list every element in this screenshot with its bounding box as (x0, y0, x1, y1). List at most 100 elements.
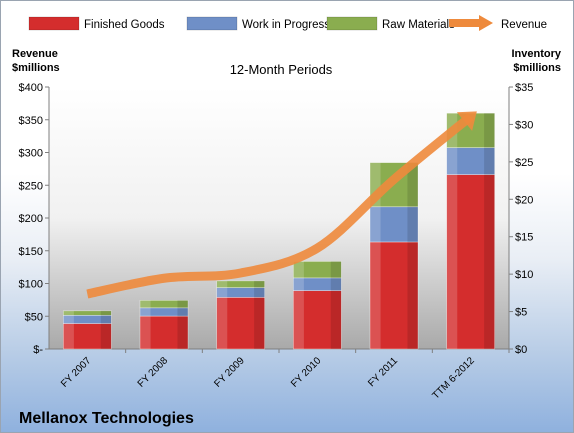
bar-segment-raw-materials (293, 261, 342, 279)
bar-shade (330, 290, 342, 349)
bar-highlight (446, 174, 458, 349)
left-tick-label: $50 (25, 311, 43, 323)
bar-shade (330, 277, 342, 291)
right-tick-label: $0 (515, 344, 527, 356)
bar-rect (446, 174, 495, 350)
bar-segment-finished-goods (63, 323, 112, 350)
chart-title: 12-Month Periods (230, 62, 333, 77)
bar-shade (177, 307, 188, 317)
bar-shade (100, 310, 112, 316)
bar-shade (407, 162, 418, 207)
bar-highlight (293, 277, 304, 291)
bar-shade (177, 300, 188, 308)
bar-highlight (216, 280, 228, 288)
bar-shade (254, 280, 265, 288)
left-tick-label: $400 (19, 82, 43, 94)
bar-rect (446, 147, 495, 175)
bar-highlight (370, 206, 381, 242)
revenue-arrowhead (456, 111, 477, 131)
bar-highlight (370, 162, 381, 207)
bar-highlight (293, 290, 304, 349)
right-axis-label-line1: Inventory (511, 48, 561, 60)
right-tick-label: $10 (515, 269, 533, 281)
legend-swatch (326, 16, 378, 31)
bar-highlight (370, 241, 381, 349)
bar-rect (216, 280, 265, 288)
legend-swatch (28, 16, 80, 31)
bar-shade (254, 287, 265, 298)
legend-swatch (186, 16, 238, 31)
legend-item-finished-goods: Finished Goods (28, 16, 165, 31)
bar-segment-finished-goods (139, 315, 189, 350)
revenue-line (86, 112, 474, 299)
bar-segment-work-in-progress (446, 147, 495, 175)
legend-label: Revenue (501, 19, 547, 31)
x-tick-label: TTM 6-2012 (430, 355, 477, 402)
bar-rect (369, 206, 419, 243)
left-axis-label-line1: Revenue (12, 48, 58, 60)
legend-item-work-in-progress: Work in Progress (186, 16, 330, 31)
bar-segment-work-in-progress (139, 307, 189, 317)
bar-highlight (293, 261, 304, 278)
bar-shade (407, 206, 418, 242)
bar-highlight (140, 307, 151, 317)
plot-background (49, 87, 509, 349)
bar-segment-finished-goods (446, 174, 495, 350)
bar-rect (369, 241, 419, 350)
bar-rect (293, 290, 342, 350)
legend-item-revenue: Revenue (449, 15, 547, 31)
bar-highlight (216, 287, 228, 298)
right-tick-label: $30 (515, 119, 533, 131)
bar-segment-work-in-progress (293, 277, 342, 291)
bar-shade (484, 174, 495, 349)
bar-highlight (216, 297, 228, 349)
bar-shade (100, 323, 112, 349)
right-axis-label-line2: $millions (513, 62, 561, 74)
left-tick-label: $- (33, 344, 43, 356)
bar-shade (407, 241, 418, 349)
bar-highlight (140, 316, 151, 349)
bar-rect (216, 297, 265, 350)
left-tick-label: $350 (19, 115, 43, 127)
bar-rect (63, 323, 112, 350)
bar-rect (139, 300, 189, 309)
right-tick-label: $35 (515, 82, 533, 94)
bar-shade (100, 315, 112, 324)
bar-segment-finished-goods (216, 297, 265, 350)
left-tick-label: $150 (19, 246, 43, 258)
bar-segment-raw-materials (139, 300, 189, 309)
bar-highlight (63, 310, 74, 316)
bar-segment-work-in-progress (369, 206, 419, 243)
left-tick-label: $250 (19, 180, 43, 192)
bar-segment-finished-goods (369, 241, 419, 350)
left-tick-label: $200 (19, 213, 43, 225)
bar-segment-work-in-progress (63, 315, 112, 324)
bar-shade (177, 316, 188, 349)
x-tick-label: FY 2011 (366, 355, 400, 389)
left-tick-label: $100 (19, 279, 43, 291)
company-name: Mellanox Technologies (19, 410, 194, 427)
x-tick-label: FY 2009 (212, 355, 247, 390)
x-tick-label: FY 2008 (136, 355, 171, 390)
bar-segment-work-in-progress (216, 287, 265, 298)
bar-segment-raw-materials (63, 310, 112, 316)
bar-shade (330, 261, 342, 278)
legend-label: Raw Materials (382, 19, 455, 31)
legend-item-raw-materials: Raw Materials (326, 16, 455, 31)
left-tick-label: $300 (19, 148, 43, 160)
bar-rect (293, 261, 342, 279)
x-tick-label: FY 2010 (289, 355, 324, 390)
bar-shade (484, 113, 495, 148)
bar-highlight (140, 300, 151, 308)
right-tick-label: $20 (515, 194, 533, 206)
bar-highlight (63, 323, 74, 349)
right-tick-label: $15 (515, 232, 533, 244)
x-tick-label: FY 2007 (59, 355, 94, 390)
legend-label: Work in Progress (242, 19, 330, 31)
bar-highlight (63, 315, 74, 324)
plot-area: $- $50 $100 $150 $200 $250 $300 $350 $400 $0 $5 $10… (19, 82, 534, 402)
bar-shade (484, 147, 495, 175)
bar-segment-finished-goods (293, 290, 342, 350)
